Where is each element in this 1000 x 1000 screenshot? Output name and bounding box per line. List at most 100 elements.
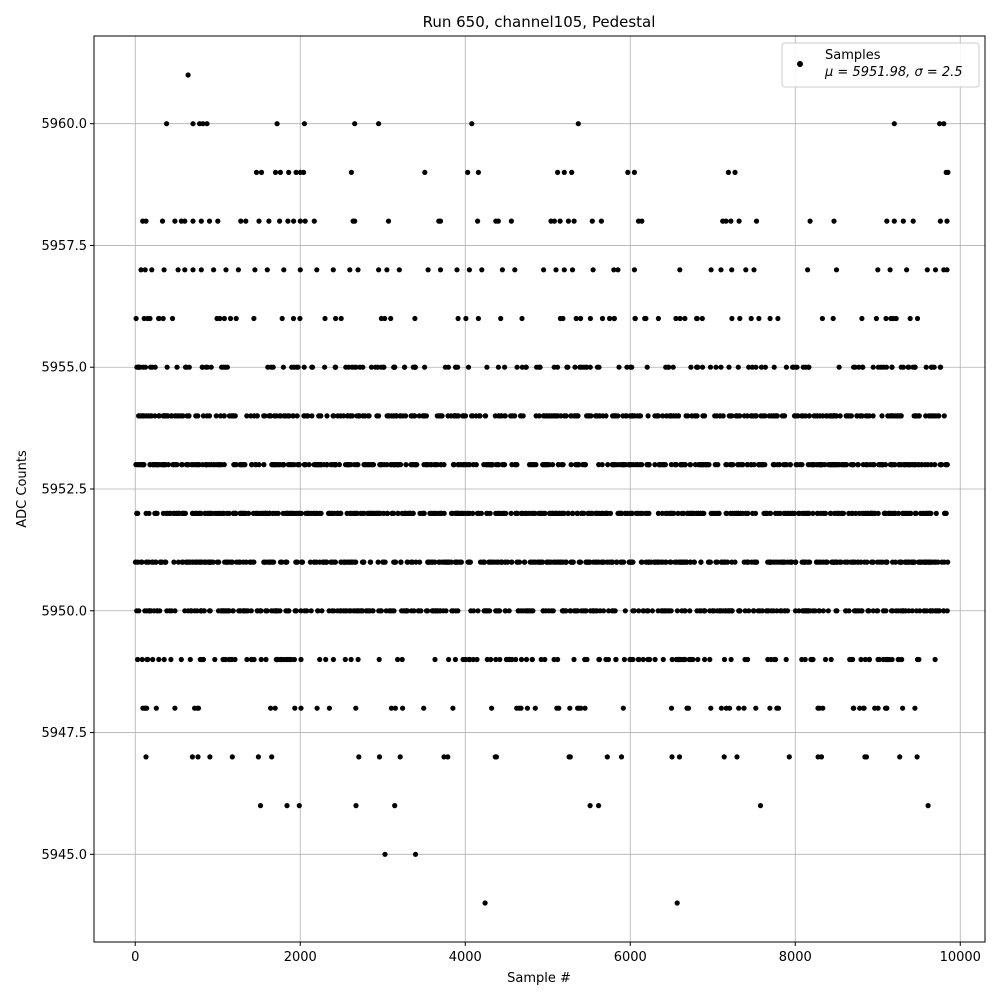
- sample-point: [896, 656, 902, 663]
- sample-point: [712, 413, 718, 419]
- sample-point: [746, 364, 752, 370]
- sample-point: [314, 705, 320, 711]
- sample-point: [332, 364, 338, 370]
- sample-point: [767, 559, 773, 565]
- sample-point: [926, 413, 932, 419]
- sample-point: [611, 267, 617, 273]
- sample-point: [190, 267, 196, 273]
- sample-point: [304, 413, 310, 419]
- sample-point: [751, 608, 757, 614]
- sample-point: [161, 267, 167, 273]
- sample-point: [732, 169, 738, 175]
- sample-point: [145, 315, 151, 322]
- sample-point: [645, 413, 651, 419]
- sample-point: [370, 608, 376, 614]
- sample-point: [854, 413, 860, 419]
- sample-point: [284, 803, 290, 809]
- sample-point: [311, 218, 317, 224]
- sample-point: [699, 315, 705, 322]
- sample-point: [168, 413, 174, 419]
- sample-point: [834, 608, 840, 614]
- sample-point: [475, 510, 481, 516]
- sample-point: [207, 559, 213, 565]
- sample-point: [403, 462, 409, 468]
- sample-point: [744, 413, 751, 419]
- sample-point: [409, 559, 416, 565]
- sample-point: [295, 462, 302, 468]
- sample-point: [932, 656, 938, 663]
- sample-point: [272, 169, 279, 175]
- sample-point: [855, 608, 861, 614]
- sample-point: [330, 413, 336, 419]
- sample-point: [928, 559, 935, 565]
- sample-point: [167, 608, 173, 614]
- sample-point: [817, 705, 823, 711]
- sample-point: [694, 315, 700, 322]
- sample-point: [895, 608, 901, 614]
- sample-point: [144, 413, 150, 419]
- sample-point: [520, 413, 526, 419]
- sample-point: [615, 267, 621, 273]
- sample-point: [721, 754, 727, 760]
- sample-point: [831, 413, 837, 419]
- sample-point: [465, 364, 472, 370]
- sample-point: [673, 315, 679, 322]
- sample-point: [344, 559, 351, 565]
- sample-point: [473, 413, 479, 419]
- sample-point: [324, 413, 330, 419]
- sample-point: [498, 315, 504, 322]
- sample-point: [567, 608, 573, 614]
- sample-point: [503, 656, 509, 663]
- sample-point: [905, 364, 911, 370]
- sample-point: [538, 510, 545, 516]
- sample-point: [432, 510, 438, 516]
- sample-point: [429, 608, 435, 614]
- sample-point: [281, 267, 287, 273]
- sample-point: [590, 267, 596, 273]
- sample-point: [865, 608, 871, 614]
- sample-point: [597, 608, 603, 614]
- sample-point: [176, 413, 182, 419]
- sample-point: [392, 705, 398, 711]
- sample-point: [912, 364, 918, 370]
- sample-point: [156, 413, 162, 419]
- sample-point: [285, 608, 291, 614]
- sample-point: [518, 705, 524, 711]
- sample-point: [397, 754, 403, 760]
- sample-point: [297, 315, 303, 322]
- sample-point: [518, 656, 525, 663]
- sample-point: [407, 510, 413, 516]
- sample-point: [212, 656, 218, 663]
- sample-point: [277, 218, 283, 224]
- sample-point: [505, 559, 511, 565]
- sample-point: [937, 121, 943, 127]
- sample-point: [553, 267, 559, 273]
- sample-point: [875, 267, 881, 273]
- sample-point: [573, 315, 579, 322]
- sample-point: [604, 559, 610, 565]
- sample-point: [243, 218, 249, 224]
- sample-point: [669, 656, 675, 663]
- sample-point: [200, 121, 206, 127]
- sample-point: [541, 267, 547, 273]
- sample-point: [757, 803, 764, 809]
- sample-point: [275, 608, 281, 614]
- sample-point: [801, 559, 807, 565]
- sample-point: [479, 267, 485, 273]
- sample-point: [772, 656, 779, 663]
- sample-point: [223, 267, 229, 273]
- sample-point: [864, 413, 871, 419]
- sample-point: [337, 608, 343, 614]
- sample-point: [347, 510, 353, 516]
- sample-point: [548, 608, 555, 614]
- sample-point: [384, 267, 390, 273]
- sample-point: [524, 705, 531, 711]
- sample-point: [883, 559, 889, 565]
- sample-point: [762, 413, 768, 419]
- sample-point: [625, 169, 631, 175]
- sample-point: [461, 413, 467, 419]
- sample-point: [644, 462, 650, 468]
- sample-point: [297, 218, 303, 224]
- sample-point: [172, 218, 178, 224]
